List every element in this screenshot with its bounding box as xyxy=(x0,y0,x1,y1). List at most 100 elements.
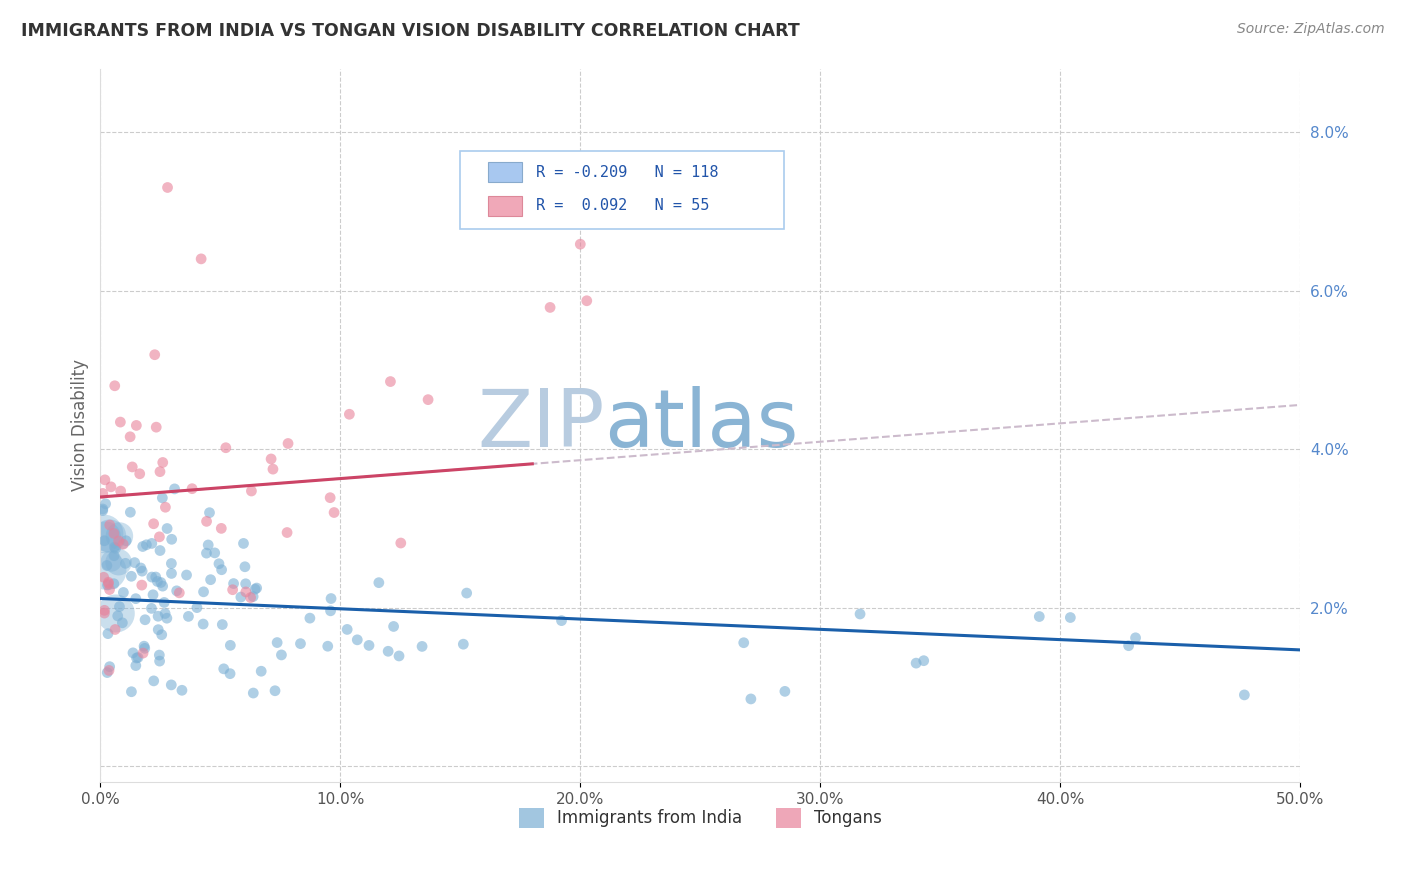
Point xyxy=(132,646,155,660)
Point xyxy=(211,563,233,577)
Point xyxy=(100,554,122,568)
Point xyxy=(149,465,172,479)
Point xyxy=(141,601,163,615)
Point xyxy=(148,648,170,662)
Point xyxy=(411,640,433,654)
Point xyxy=(146,609,169,624)
Point xyxy=(575,293,598,308)
Point xyxy=(242,590,264,604)
Point xyxy=(131,564,153,578)
Point xyxy=(96,564,118,578)
Point xyxy=(149,575,172,590)
Point xyxy=(569,237,592,252)
Point xyxy=(141,536,163,550)
Point xyxy=(166,583,188,598)
Point xyxy=(388,648,411,663)
Point xyxy=(98,659,121,673)
Point xyxy=(152,455,174,469)
Point xyxy=(112,537,135,551)
Point xyxy=(146,574,169,589)
Point xyxy=(134,641,156,656)
Point xyxy=(120,505,142,519)
Point xyxy=(377,644,399,658)
Point xyxy=(93,603,115,617)
Point xyxy=(93,606,115,620)
Point xyxy=(170,683,193,698)
Point xyxy=(132,639,155,653)
Point xyxy=(262,462,284,476)
Point xyxy=(538,301,561,315)
Point xyxy=(103,549,125,563)
Point xyxy=(145,570,167,584)
Point xyxy=(96,578,118,592)
Point xyxy=(142,516,165,531)
Point xyxy=(141,570,163,584)
Point xyxy=(114,557,136,571)
Point xyxy=(150,628,173,642)
Point xyxy=(181,482,204,496)
Point xyxy=(91,502,114,516)
Point xyxy=(389,536,412,550)
Text: R =  0.092   N = 55: R = 0.092 N = 55 xyxy=(536,198,709,213)
Point xyxy=(260,452,283,467)
Point xyxy=(215,441,238,455)
Legend: Immigrants from India, Tongans: Immigrants from India, Tongans xyxy=(512,801,889,835)
Point xyxy=(740,692,762,706)
Point xyxy=(104,378,127,392)
Point xyxy=(243,582,266,597)
Point xyxy=(221,582,243,597)
Point xyxy=(107,555,129,569)
Point xyxy=(235,576,257,591)
Point xyxy=(209,521,232,535)
Point xyxy=(270,648,292,662)
Point xyxy=(129,561,152,575)
Point xyxy=(112,585,135,599)
Point xyxy=(103,540,125,554)
Point xyxy=(143,348,166,362)
Point xyxy=(96,558,118,573)
Point xyxy=(104,607,127,621)
Point xyxy=(177,609,200,624)
Point xyxy=(1125,631,1147,645)
Point xyxy=(912,654,935,668)
Point xyxy=(456,586,478,600)
Point xyxy=(323,506,346,520)
Point xyxy=(319,604,342,618)
Point xyxy=(145,420,167,434)
Point xyxy=(149,543,172,558)
Point xyxy=(111,615,134,630)
Point xyxy=(97,626,120,640)
Point xyxy=(382,619,405,633)
Point xyxy=(127,650,149,665)
Point xyxy=(197,538,219,552)
Point xyxy=(1118,639,1140,653)
Point xyxy=(380,375,402,389)
Point xyxy=(120,430,142,444)
Point xyxy=(195,514,218,528)
Text: ZIP: ZIP xyxy=(477,386,605,465)
Point xyxy=(319,491,342,505)
Point xyxy=(298,611,321,625)
Point xyxy=(104,541,127,556)
Point xyxy=(120,569,142,583)
Point xyxy=(91,486,114,500)
Point xyxy=(156,522,179,536)
Point xyxy=(849,607,872,621)
Point xyxy=(193,617,215,632)
Point xyxy=(233,559,256,574)
Point xyxy=(108,599,131,614)
Point xyxy=(155,500,177,515)
Point xyxy=(131,578,153,592)
Point xyxy=(195,546,218,560)
Point xyxy=(156,611,179,625)
Point xyxy=(107,608,129,623)
Point xyxy=(453,637,475,651)
Point xyxy=(219,666,242,681)
Point xyxy=(103,576,125,591)
Point xyxy=(120,684,142,698)
Point xyxy=(153,595,176,609)
Point xyxy=(277,436,299,450)
Point xyxy=(337,407,360,421)
Point xyxy=(222,576,245,591)
Point xyxy=(367,575,389,590)
